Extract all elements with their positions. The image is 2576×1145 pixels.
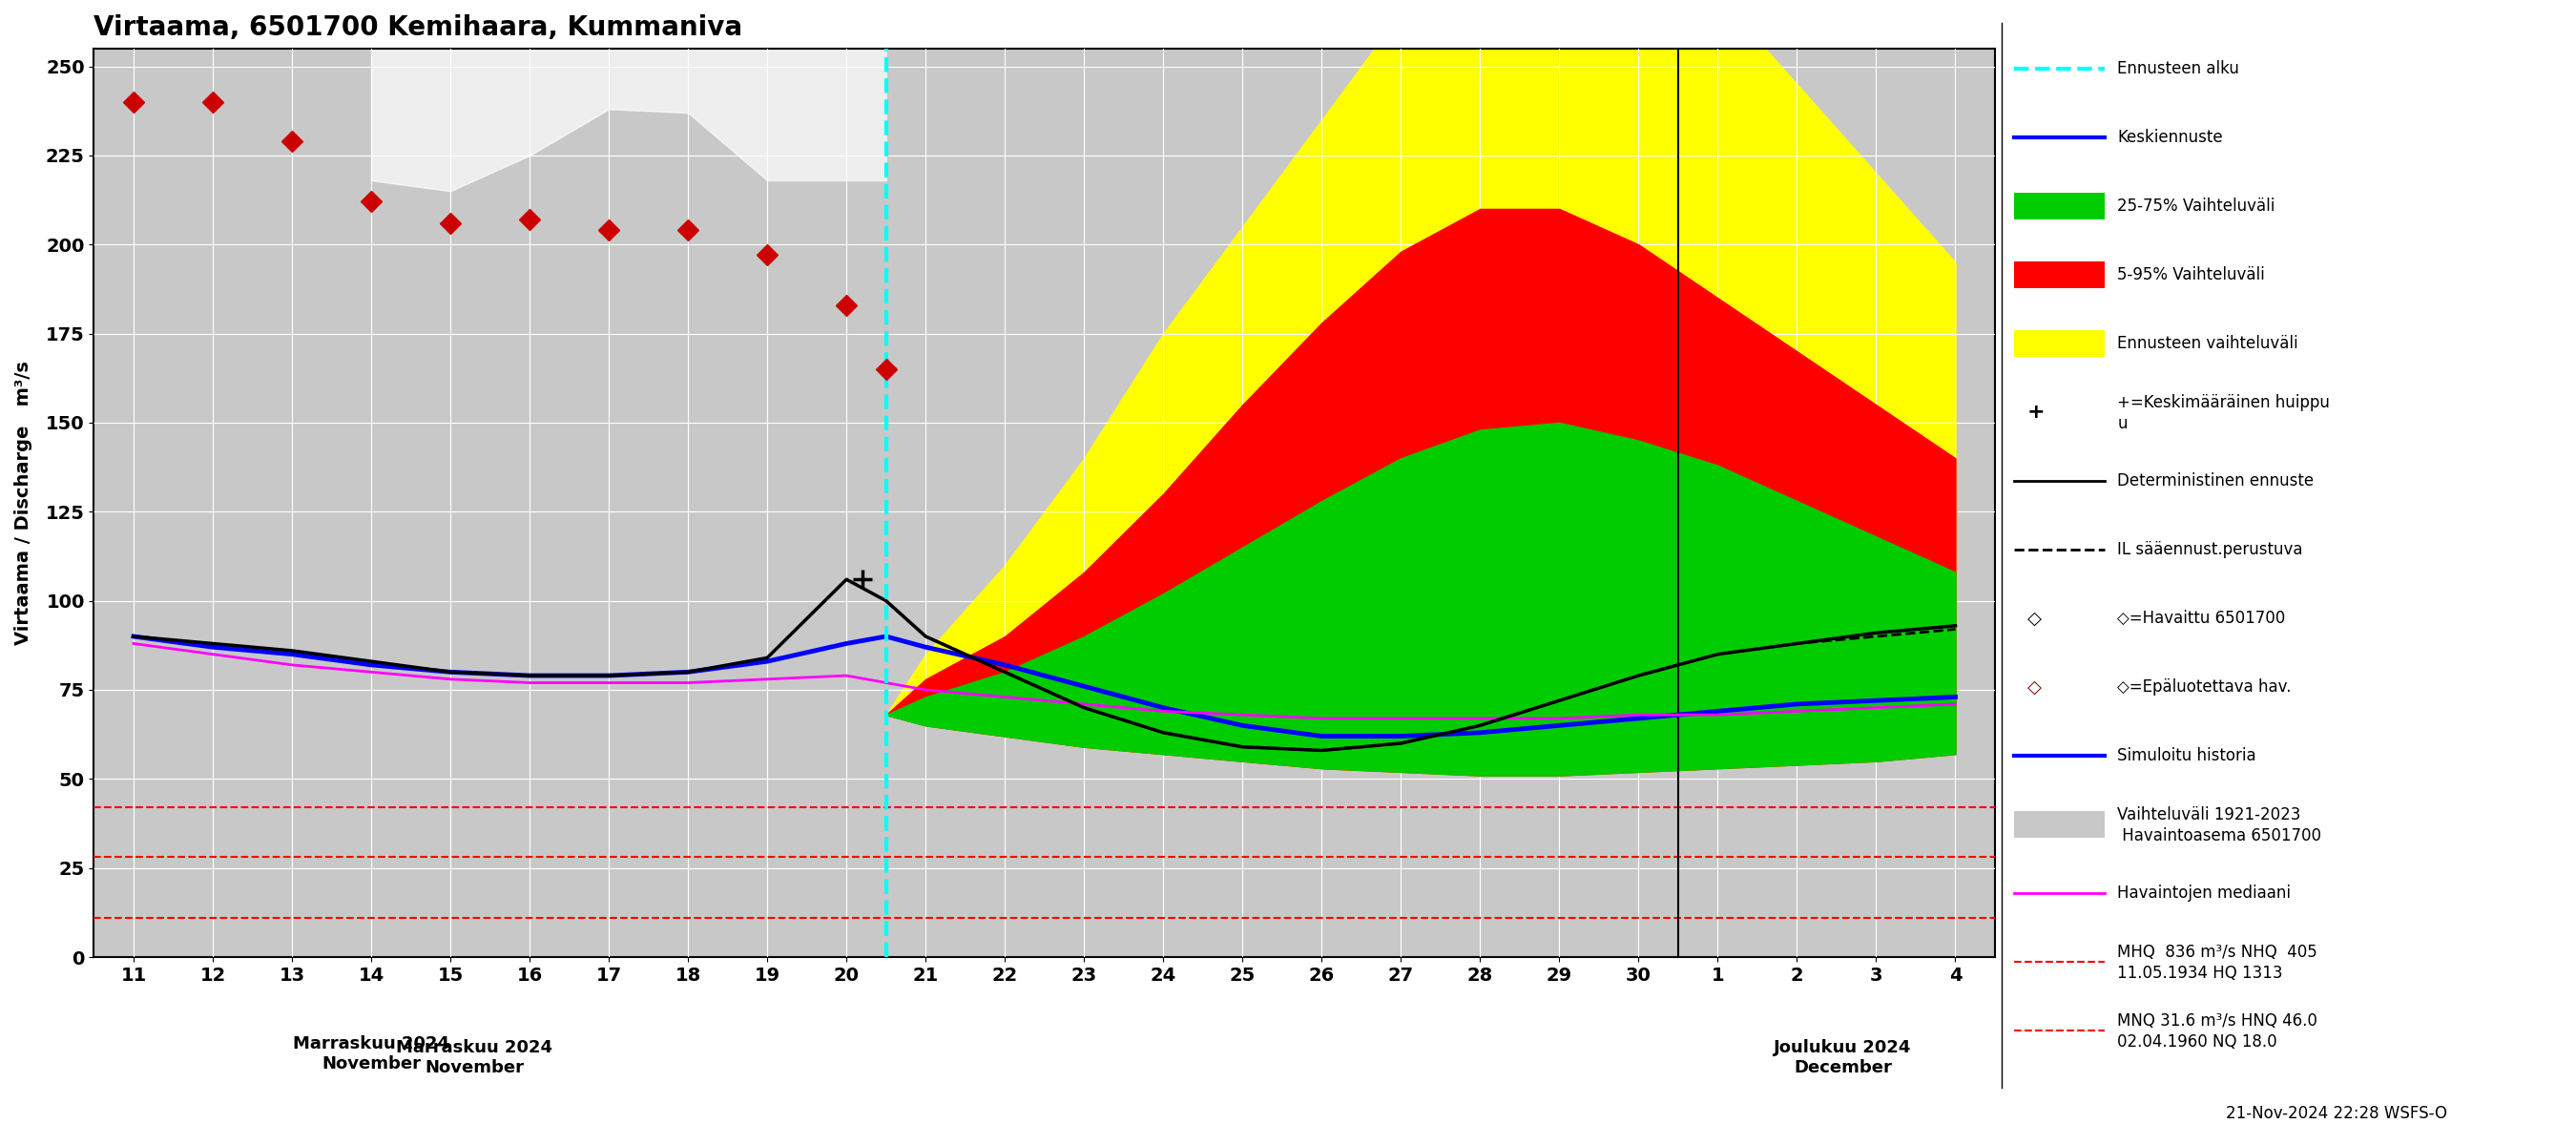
Text: 5-95% Vaihteluväli: 5-95% Vaihteluväli: [2117, 266, 2264, 283]
Text: Joulukuu 2024
December: Joulukuu 2024 December: [1775, 1039, 1911, 1076]
Text: Ennusteen vaihteluväli: Ennusteen vaihteluväli: [2117, 334, 2298, 353]
Text: ◇: ◇: [2027, 609, 2043, 627]
Text: Deterministinen ennuste: Deterministinen ennuste: [2117, 472, 2313, 490]
Text: Simuloitu historia: Simuloitu historia: [2117, 748, 2257, 765]
Text: Vaihteluväli 1921-2023: Vaihteluväli 1921-2023: [2117, 806, 2300, 824]
Text: ◇=Epäluotettava hav.: ◇=Epäluotettava hav.: [2117, 678, 2293, 696]
Text: 25-75% Vaihteluväli: 25-75% Vaihteluväli: [2117, 197, 2275, 215]
Text: Havaintoasema 6501700: Havaintoasema 6501700: [2117, 827, 2321, 845]
Text: IL sääennust.perustuva: IL sääennust.perustuva: [2117, 540, 2303, 558]
Y-axis label: Virtaama / Discharge   m³/s: Virtaama / Discharge m³/s: [15, 361, 33, 645]
Text: MHQ  836 m³/s NHQ  405: MHQ 836 m³/s NHQ 405: [2117, 943, 2318, 962]
Text: Keskiennuste: Keskiennuste: [2117, 129, 2223, 147]
Text: Marraskuu 2024
November: Marraskuu 2024 November: [397, 1039, 551, 1076]
Text: 11.05.1934 HQ 1313: 11.05.1934 HQ 1313: [2117, 964, 2282, 982]
Text: +=Keskimääräinen huippu: +=Keskimääräinen huippu: [2117, 394, 2331, 412]
Text: Marraskuu 2024
November: Marraskuu 2024 November: [294, 1035, 448, 1073]
Text: ◇: ◇: [2027, 678, 2043, 696]
Text: 02.04.1960 NQ 18.0: 02.04.1960 NQ 18.0: [2117, 1033, 2277, 1051]
Text: ◇=Havaittu 6501700: ◇=Havaittu 6501700: [2117, 609, 2285, 627]
Text: Virtaama, 6501700 Kemihaara, Kummaniva: Virtaama, 6501700 Kemihaara, Kummaniva: [93, 14, 742, 41]
Text: Ennusteen alku: Ennusteen alku: [2117, 60, 2239, 77]
Text: 21-Nov-2024 22:28 WSFS-O: 21-Nov-2024 22:28 WSFS-O: [2226, 1105, 2447, 1122]
Text: MNQ 31.6 m³/s HNQ 46.0: MNQ 31.6 m³/s HNQ 46.0: [2117, 1012, 2318, 1030]
Text: u: u: [2117, 416, 2128, 433]
Text: Havaintojen mediaani: Havaintojen mediaani: [2117, 884, 2290, 902]
Text: +: +: [2027, 403, 2045, 421]
